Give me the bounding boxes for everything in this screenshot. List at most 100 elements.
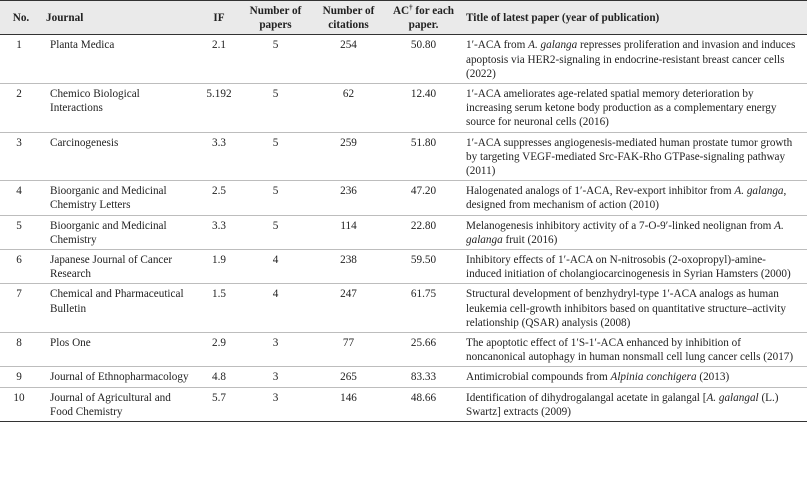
journal-table: No. Journal IF Number of papers Number o… — [0, 0, 807, 423]
impact-factor: 2.5 — [199, 180, 239, 216]
average-citations: 22.80 — [385, 215, 462, 251]
header-ac: AC† for each paper. — [385, 1, 462, 35]
average-citations: 12.40 — [385, 83, 462, 133]
impact-factor: 2.9 — [199, 332, 239, 368]
impact-factor: 5.192 — [199, 83, 239, 133]
latest-paper-title: The apoptotic effect of 1′S-1′-ACA enhan… — [462, 332, 807, 368]
header-title: Title of latest paper (year of publicati… — [466, 12, 660, 25]
average-citations: 59.50 — [385, 249, 462, 285]
table-row: 3 Carcinogenesis 3.3 5 259 51.80 1′-ACA suppre… — [0, 132, 807, 182]
table-row: 9 Journal of Ethnopharmacology 4.8 3 265 83.3… — [0, 366, 807, 388]
number-of-papers: 4 — [239, 249, 312, 285]
title-text: 1′-ACA suppresses angiogenesis-mediated … — [466, 136, 793, 178]
title-text: (2013) — [696, 371, 730, 384]
title-text: (L.) Swartz] extracts (2009) — [466, 391, 779, 418]
row-number: 7 — [0, 283, 42, 334]
number-of-citations: 238 — [312, 249, 385, 285]
average-citations: 61.75 — [385, 283, 462, 334]
title-text: Antimicrobial compounds from — [466, 371, 611, 384]
latest-paper-title: Structural development of benzhydryl-typ… — [462, 283, 807, 334]
species-name: A. galanga — [528, 39, 578, 52]
latest-paper-title: Antimicrobial compounds from Alpinia con… — [462, 366, 807, 388]
journal-name: Journal of Ethnopharmacology — [42, 366, 199, 388]
latest-paper-title: 1′-ACA from A. galanga represses prolife… — [462, 34, 807, 85]
journal-name: Planta Medica — [42, 34, 199, 85]
number-of-citations: 259 — [312, 132, 385, 182]
average-citations: 48.66 — [385, 387, 462, 423]
number-of-papers: 5 — [239, 34, 312, 85]
latest-paper-title: Halogenated analogs of 1′-ACA, Rev-expor… — [462, 180, 807, 216]
row-number: 9 — [0, 366, 42, 388]
number-of-citations: 146 — [312, 387, 385, 423]
table-body: 1 Planta Medica 2.1 5 254 50.80 1′-ACA from A.… — [0, 34, 807, 423]
row-number: 4 — [0, 180, 42, 216]
number-of-papers: 5 — [239, 180, 312, 216]
header-papers: Number of papers — [249, 5, 302, 32]
row-number: 6 — [0, 249, 42, 285]
table-row: 10 Journal of Agricultural and Food Chemi… — [0, 387, 807, 423]
impact-factor: 2.1 — [199, 34, 239, 85]
journal-name: Chemical and Pharmaceutical Bulletin — [42, 283, 199, 334]
latest-paper-title: Inhibitory effects of 1′-ACA on N-nitros… — [462, 249, 807, 285]
latest-paper-title: 1′-ACA suppresses angiogenesis-mediated … — [462, 132, 807, 182]
journal-name: Bioorganic and Medicinal Chemistry — [42, 215, 199, 251]
latest-paper-title: Identification of dihydrogalangal acetat… — [462, 387, 807, 423]
impact-factor: 1.5 — [199, 283, 239, 334]
number-of-citations: 77 — [312, 332, 385, 368]
average-citations: 51.80 — [385, 132, 462, 182]
species-name: A. galangal — [706, 391, 759, 404]
number-of-citations: 62 — [312, 83, 385, 133]
header-ac-dagger: † — [409, 3, 413, 12]
impact-factor: 1.9 — [199, 249, 239, 285]
latest-paper-title: Melanogenesis inhibitory activity of a 7… — [462, 215, 807, 251]
row-number: 1 — [0, 34, 42, 85]
title-text: 1′-ACA from — [466, 39, 529, 52]
table-header-row: No. Journal IF Number of papers Number o… — [0, 0, 807, 35]
title-text: fruit (2016) — [502, 233, 558, 246]
number-of-papers: 5 — [239, 83, 312, 133]
title-text: The apoptotic effect of 1′S-1′-ACA enhan… — [466, 337, 794, 364]
title-text: Inhibitory effects of 1′-ACA on N-nitros… — [466, 254, 791, 281]
table-row: 6 Japanese Journal of Cancer Research 1.9 4… — [0, 249, 807, 285]
number-of-papers: 3 — [239, 387, 312, 423]
journal-name: Journal of Agricultural and Food Chemist… — [42, 387, 199, 423]
number-of-citations: 254 — [312, 34, 385, 85]
table-row: 1 Planta Medica 2.1 5 254 50.80 1′-ACA from A.… — [0, 34, 807, 85]
table-row: 8 Plos One 2.9 3 77 25.66 The apoptotic effect… — [0, 332, 807, 368]
row-number: 10 — [0, 387, 42, 423]
table-row: 5 Bioorganic and Medicinal Chemistry 3.3 5 1… — [0, 215, 807, 251]
row-number: 5 — [0, 215, 42, 251]
number-of-citations: 265 — [312, 366, 385, 388]
number-of-papers: 4 — [239, 283, 312, 334]
table-row: 4 Bioorganic and Medicinal Chemistry Lett… — [0, 180, 807, 216]
impact-factor: 3.3 — [199, 215, 239, 251]
header-ac-suffix: for each paper. — [408, 5, 455, 32]
title-text: Melanogenesis inhibitory activity of a 7… — [466, 219, 775, 232]
title-text: Identification of dihydrogalangal acetat… — [466, 391, 707, 404]
species-name: A. galanga — [734, 185, 784, 198]
species-name: A. galanga — [466, 219, 784, 246]
number-of-citations: 236 — [312, 180, 385, 216]
number-of-citations: 114 — [312, 215, 385, 251]
header-if: IF — [213, 12, 225, 25]
title-text: Halogenated analogs of 1′-ACA, Rev-expor… — [466, 185, 735, 198]
header-citations: Number of citations — [322, 5, 375, 32]
table-row: 7 Chemical and Pharmaceutical Bulletin 1.5… — [0, 283, 807, 334]
header-no: No. — [12, 12, 30, 25]
number-of-papers: 3 — [239, 332, 312, 368]
number-of-citations: 247 — [312, 283, 385, 334]
journal-name: Plos One — [42, 332, 199, 368]
row-number: 2 — [0, 83, 42, 133]
number-of-papers: 5 — [239, 132, 312, 182]
title-text: 1′-ACA ameliorates age-related spatial m… — [466, 88, 777, 129]
title-text: Structural development of benzhydryl-typ… — [466, 288, 786, 329]
average-citations: 47.20 — [385, 180, 462, 216]
row-number: 8 — [0, 332, 42, 368]
row-number: 3 — [0, 132, 42, 182]
journal-name: Carcinogenesis — [42, 132, 199, 182]
header-journal: Journal — [46, 12, 84, 25]
impact-factor: 3.3 — [199, 132, 239, 182]
number-of-papers: 5 — [239, 215, 312, 251]
header-ac-prefix: AC — [392, 5, 410, 17]
number-of-papers: 3 — [239, 366, 312, 388]
